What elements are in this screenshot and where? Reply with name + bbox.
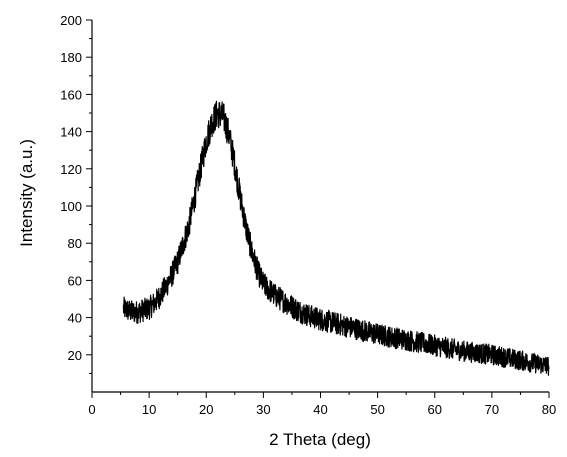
y-tick-label: 100 [60,199,82,214]
y-tick-label: 120 [60,162,82,177]
x-tick-label: 0 [88,402,95,417]
axes [91,20,549,393]
x-tick-label: 80 [542,402,556,417]
x-tick-label: 70 [485,402,499,417]
y-tick-label: 180 [60,50,82,65]
x-tick-label: 40 [313,402,327,417]
y-tick-label: 160 [60,87,82,102]
y-tick-label: 60 [68,273,82,288]
y-tick-label: 40 [68,311,82,326]
x-tick-label: 60 [428,402,442,417]
series-line [122,100,550,376]
y-axis-title: Intensity (a.u.) [17,139,36,247]
y-tick-label: 80 [68,236,82,251]
x-tick-label: 20 [199,402,213,417]
x-tick-label: 50 [370,402,384,417]
y-tick-label: 200 [60,13,82,28]
series-layer [122,100,550,376]
x-tick-label: 10 [142,402,156,417]
y-tick-label: 140 [60,125,82,140]
x-axis-title: 2 Theta (deg) [269,430,371,449]
x-tick-label: 30 [256,402,270,417]
ticks: 0 10 20 30 40 50 60 70 80 20 40 60 80 100 120 140 160 180… [60,13,556,417]
y-tick-label: 20 [68,348,82,363]
